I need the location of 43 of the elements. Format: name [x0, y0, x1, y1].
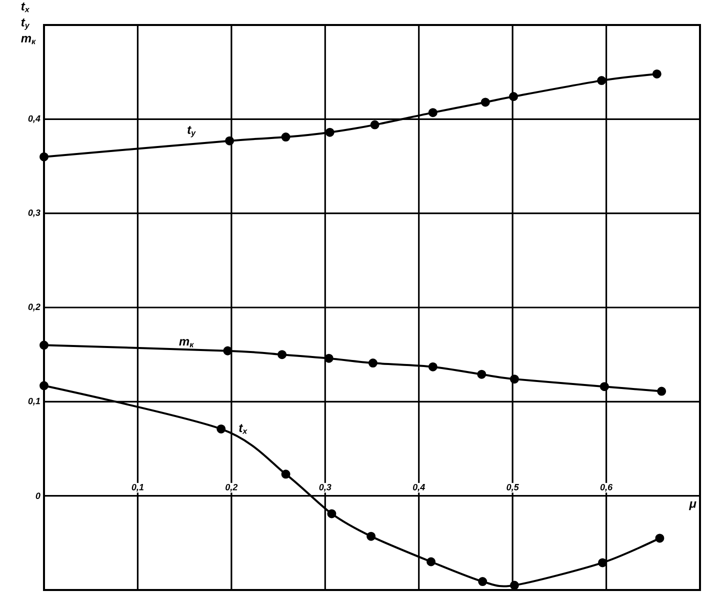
y-tick-label: 0,1 [28, 398, 40, 406]
point [597, 76, 606, 86]
series-label: t$_{x}$ [239, 424, 248, 434]
point [368, 358, 378, 368]
point [510, 580, 519, 590]
point [366, 532, 376, 541]
point [655, 534, 664, 543]
x-tick-label: 0,2 [226, 484, 238, 492]
point [40, 381, 49, 390]
point [40, 152, 49, 162]
point [278, 350, 287, 360]
y-tick-label: 0,4 [28, 115, 40, 124]
x-tick-label: 0,3 [319, 484, 332, 492]
x-tick-label: 0,1 [132, 484, 144, 492]
x-tick-label: 0,6 [600, 484, 613, 492]
y-axis-title: t$_{x}$ t$_{y}$ m$_{к}$ [21, 2, 36, 44]
point [428, 108, 438, 118]
point [426, 557, 436, 566]
point [509, 92, 518, 102]
point [370, 120, 380, 130]
x-axis-title: μ [688, 501, 696, 510]
series-label: m$_{к}$ [179, 339, 194, 348]
point [477, 370, 486, 379]
point [510, 374, 519, 384]
point [428, 362, 438, 372]
point [281, 470, 290, 479]
y-tick-label: 0,3 [28, 209, 40, 218]
point [40, 340, 49, 350]
point [281, 132, 290, 142]
point [327, 509, 336, 518]
point [600, 382, 609, 392]
point [216, 424, 226, 434]
x-tick-label: 0,5 [506, 484, 519, 492]
y-tick-label: 0 [36, 492, 40, 500]
point [478, 577, 488, 586]
point [657, 386, 666, 396]
x-tick-label: 0,4 [412, 484, 425, 492]
point [325, 128, 334, 137]
point [652, 69, 662, 78]
point [225, 136, 234, 146]
point [480, 98, 490, 107]
series-label: t$_{y}$ [188, 126, 196, 138]
y-tick-label: 0,2 [28, 304, 40, 312]
